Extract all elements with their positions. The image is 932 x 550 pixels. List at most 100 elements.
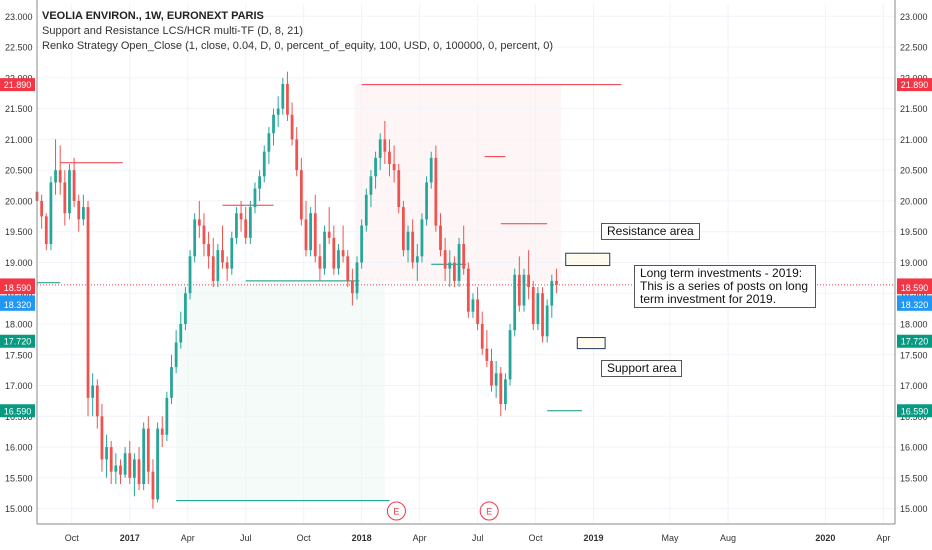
candles <box>35 71 558 509</box>
candle-up <box>262 151 266 177</box>
candle-down <box>197 219 201 226</box>
candle-up <box>355 262 359 294</box>
indicator-2-label[interactable]: Renko Strategy Open_Close (1, close, 0.0… <box>42 40 553 52</box>
candle-up <box>364 194 368 226</box>
candle-up <box>253 188 257 208</box>
candle-down <box>221 250 224 263</box>
candle-up <box>165 397 169 435</box>
x-tick-label: Apr <box>876 533 890 543</box>
y-tick-label-right: 19.500 <box>900 227 928 237</box>
candle-down <box>304 219 308 251</box>
candle-down <box>44 216 48 244</box>
y-tick-label-left: 20.500 <box>5 166 33 176</box>
y-tick-label-right: 18.000 <box>900 320 928 330</box>
support-note-text: Support area <box>607 361 677 375</box>
candle-up <box>230 237 234 269</box>
candle-up <box>248 207 252 238</box>
price-tag-right <box>897 297 932 311</box>
indicator-1-label[interactable]: Support and Resistance LCS/HCR multi-TF … <box>42 25 304 37</box>
candle-down <box>443 250 447 269</box>
candle-down <box>202 225 206 244</box>
candle-down <box>95 385 99 417</box>
candle-down <box>466 268 470 312</box>
candle-up <box>81 207 85 220</box>
candle-up <box>91 385 95 398</box>
price-tag-right <box>897 334 932 348</box>
price-tag-text-left: 18.320 <box>4 300 32 310</box>
y-tick-label-right: 15.000 <box>900 504 928 514</box>
candle-down <box>77 200 81 220</box>
investment-note[interactable]: Long term investments - 2019: This is a … <box>634 265 816 308</box>
support-note[interactable]: Support area <box>601 360 683 377</box>
y-tick-label-left: 19.000 <box>5 258 33 268</box>
candle-down <box>332 237 336 269</box>
price-labels: 21.89021.89018.63518.63518.59018.59018.3… <box>0 78 932 418</box>
candle-up <box>536 293 540 324</box>
candle-up <box>457 244 461 281</box>
candle-up <box>429 157 433 183</box>
candle-up <box>68 170 71 214</box>
y-tick-label-left: 21.000 <box>5 135 33 145</box>
x-tick-label: 2017 <box>120 533 140 543</box>
y-tick-label-right: 21.000 <box>900 135 928 145</box>
price-tag-text-right: 18.320 <box>901 300 929 310</box>
candle-up <box>494 373 498 386</box>
y-tick-label-left: 17.500 <box>5 350 33 360</box>
price-tag-left <box>0 297 35 311</box>
candle-up <box>142 428 146 484</box>
price-tag-left <box>0 78 35 92</box>
candle-down <box>531 287 535 324</box>
x-tick-label: Aug <box>720 533 736 543</box>
y-tick-label-left: 20.000 <box>5 196 33 206</box>
price-tag-text-right: 16.590 <box>901 406 929 416</box>
candle-down <box>327 231 331 238</box>
symbol-title[interactable]: VEOLIA ENVIRON., 1W, EURONEXT PARIS <box>42 10 264 22</box>
price-tag-left <box>0 281 35 295</box>
candle-down <box>225 262 229 269</box>
candle-down <box>295 139 299 171</box>
y-tick-label-right: 17.500 <box>900 350 928 360</box>
y-tick-label-left: 16.000 <box>5 443 33 453</box>
candle-down <box>137 459 141 484</box>
candle-down <box>485 348 489 361</box>
candle-up <box>378 139 382 158</box>
candle-up <box>281 84 285 109</box>
x-tick-label: Oct <box>65 533 80 543</box>
candle-down <box>411 231 415 263</box>
candle-up <box>235 213 238 238</box>
candle-down <box>86 207 90 398</box>
candle-down <box>128 453 132 478</box>
candle-up <box>267 133 271 152</box>
candle-down <box>151 471 155 500</box>
candle-down <box>555 280 558 285</box>
resistance-note[interactable]: Resistance area <box>601 223 700 240</box>
candle-up <box>188 256 192 294</box>
candle-down <box>462 244 466 269</box>
y-tick-label-left: 15.000 <box>5 504 33 514</box>
candle-up <box>114 465 118 472</box>
earnings-marker-label: E <box>393 507 399 517</box>
candle-up <box>406 231 410 251</box>
candle-up <box>156 428 159 500</box>
candle-down <box>211 256 215 281</box>
annotation-boxes <box>565 252 611 350</box>
candle-down <box>476 299 479 324</box>
candle-up <box>174 342 178 368</box>
y-tick-label-right: 17.000 <box>900 381 928 391</box>
candle-up <box>504 379 507 404</box>
price-tag-right <box>897 404 932 418</box>
chart-legend: VEOLIA ENVIRON., 1W, EURONEXT PARIS Supp… <box>42 9 553 54</box>
candle-down <box>207 244 210 257</box>
candle-up <box>309 213 313 251</box>
candle-down <box>383 139 387 152</box>
price-tag-text-left: 21.890 <box>4 80 32 90</box>
candle-down <box>318 256 322 269</box>
candle-down <box>100 416 104 460</box>
candle-up <box>193 219 197 257</box>
candle-up <box>216 250 220 281</box>
resistance-box <box>565 252 611 267</box>
candle-down <box>63 182 67 214</box>
y-tick-label-left: 17.000 <box>5 381 33 391</box>
